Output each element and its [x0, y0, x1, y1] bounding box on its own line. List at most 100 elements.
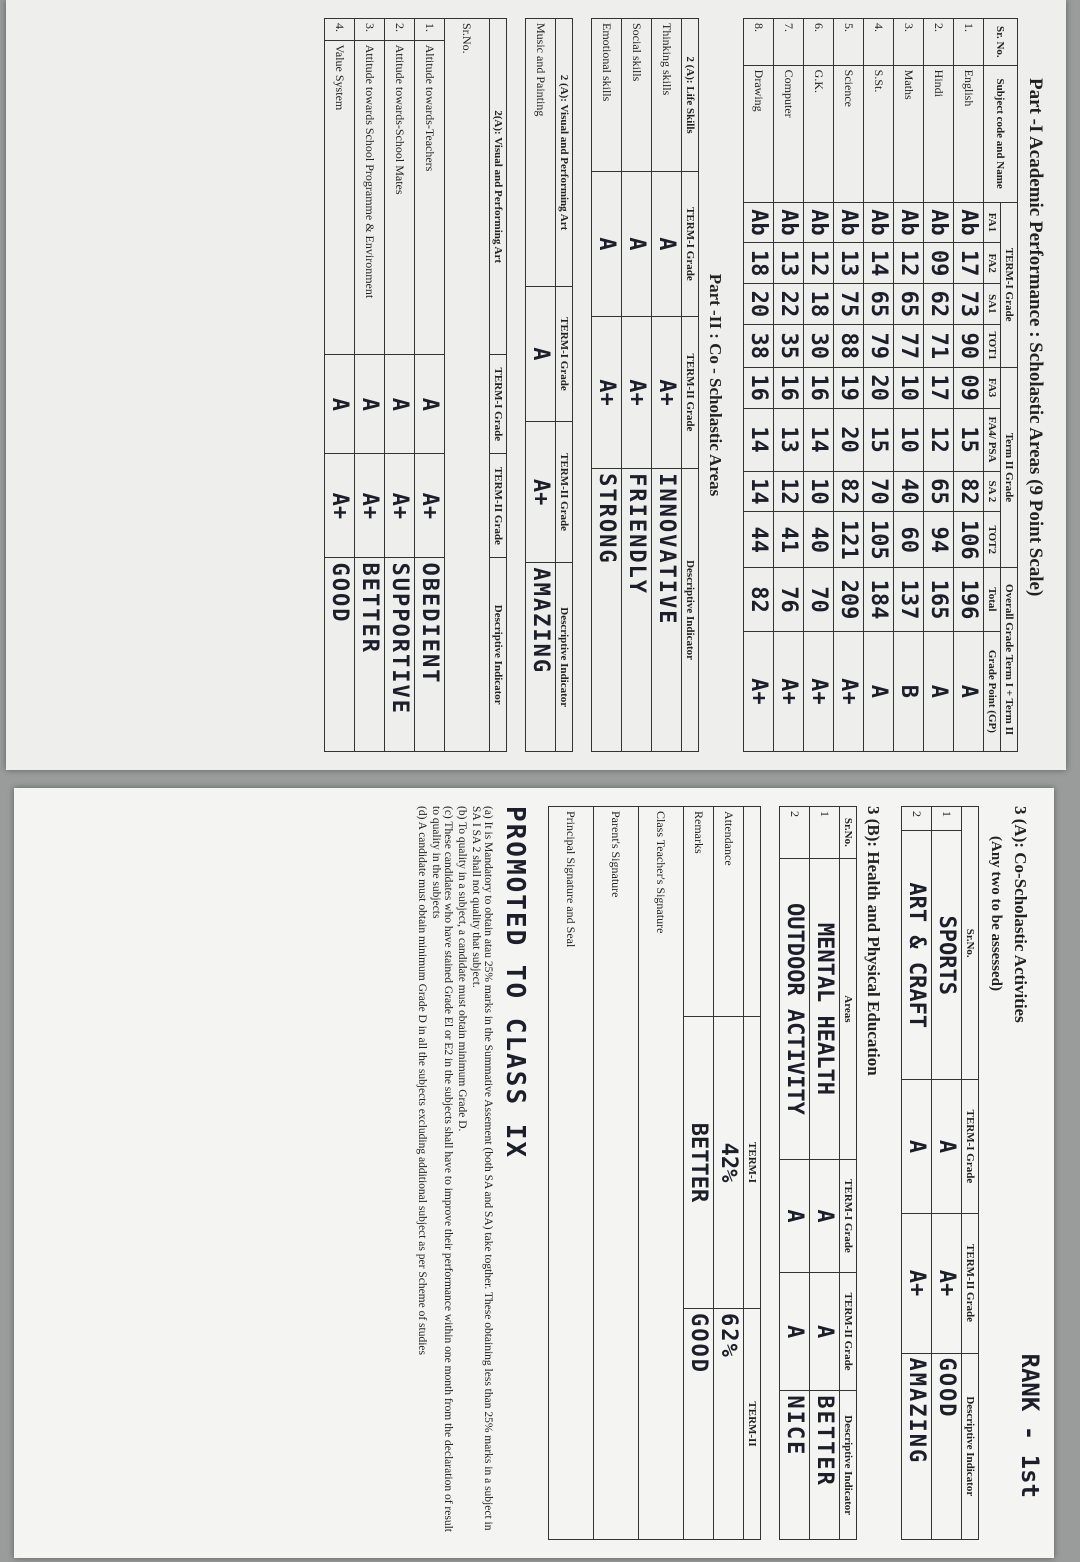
cell: 20	[833, 408, 864, 472]
row: 2 ART & CRAFT A A+ AMAZING	[901, 806, 932, 1540]
row: 1. English Ab 17 73 90 09 15 82 106 196 A	[953, 18, 984, 752]
cell: A	[901, 1079, 932, 1213]
header-cell: TERM-I	[743, 1016, 761, 1309]
cell: Thinking skills	[651, 18, 682, 172]
header-cell: 2(A): Visual and Performing Art	[489, 18, 507, 355]
header-cell: TERM-II Grade	[961, 1213, 979, 1354]
activities-wrap: Sr.No. TERM-I Grade TERM-II Grade Descripti…	[901, 806, 979, 1540]
row: Attendance 42% 62%	[713, 806, 744, 1540]
cell: 1.	[953, 18, 984, 66]
header-cell: Descriptive Indicator	[681, 468, 699, 752]
cell: 4.	[863, 18, 894, 66]
cell: 14	[743, 408, 774, 472]
cell: 196	[953, 567, 984, 632]
cell: 77	[893, 324, 924, 368]
cell: 209	[833, 567, 864, 632]
cell: 13	[833, 242, 864, 284]
cell: A+	[833, 631, 864, 752]
cell: 65	[923, 471, 954, 512]
note: (d) A candidate must obtain minimum Grad…	[416, 806, 428, 1356]
cell: A	[931, 1079, 962, 1213]
cell: 42%	[713, 1016, 744, 1309]
cell: Science	[833, 65, 864, 203]
header-row: TERM-I TERM-II	[743, 806, 761, 1540]
cell: A	[953, 631, 984, 752]
cell: A	[779, 1159, 810, 1273]
header-cell: TERM-II Grade	[555, 421, 573, 563]
cell: Computer	[773, 65, 804, 203]
cell: Maths	[893, 65, 924, 203]
cell: 105	[863, 511, 894, 568]
rank: RANK - 1st	[1016, 1353, 1044, 1499]
row: 8. Drawing Ab 18 20 38 16 14 14 44 82 A+	[743, 18, 774, 752]
cell: 2.	[384, 18, 415, 41]
cell: 22	[773, 283, 804, 325]
cell: STRONG	[591, 468, 622, 752]
cell: SPORTS	[931, 830, 962, 1080]
row: Parent's Signature	[593, 806, 639, 1540]
row: Social skills A A+ FRIENDLY	[621, 18, 652, 752]
cell: Ab	[743, 202, 774, 243]
header-cell: TOT2	[983, 511, 1001, 568]
cell: 8.	[743, 18, 774, 66]
cell: 106	[953, 511, 984, 568]
header-cell: TERM-II Grade	[489, 453, 507, 558]
cell: 137	[893, 567, 924, 632]
cell: 44	[743, 511, 774, 568]
row: Principal Signature and Seal	[548, 806, 594, 1540]
header-row: Sr.No. TERM-I Grade TERM-II Grade Descripti…	[961, 806, 979, 1540]
header-cell: FA3	[983, 367, 1001, 408]
header-cell: Total	[983, 567, 1001, 632]
header-cell: Subject code and Name	[983, 65, 1018, 203]
cell: 10	[893, 408, 924, 472]
cell: NICE	[779, 1390, 810, 1540]
header-row: 2(A): Visual and Performing Art TERM-I Gr…	[489, 18, 507, 752]
cell: 1	[931, 806, 962, 831]
cell: A+	[384, 453, 415, 558]
header-row: 2 (A): Visual and Performing Art TERM-I G…	[555, 18, 573, 752]
cell: 65	[893, 283, 924, 325]
cell: 09	[953, 367, 984, 408]
cell: Attendance	[713, 806, 744, 1017]
header-cell: Descriptive Indicator	[489, 557, 507, 752]
cell: AMAZING	[901, 1353, 932, 1540]
table: 2 (A): Life Skills TERM-I Grade TERM-II Gr…	[591, 18, 699, 752]
cell: A	[809, 1272, 840, 1391]
cell: OBEDIENT	[414, 557, 445, 752]
cell: A+	[803, 631, 834, 752]
cell: B	[893, 631, 924, 752]
row: Sr.No.	[444, 18, 490, 752]
part2-title: Part -II : Co - Scholastic Areas	[706, 273, 725, 497]
cell: A+	[525, 421, 556, 563]
promoted: PROMOTED TO CLASS IX	[500, 806, 530, 1160]
cell: 1	[809, 806, 840, 859]
cell: GOOD	[683, 1308, 714, 1540]
header-cell: Sr. No.	[983, 18, 1018, 66]
cell: 12	[923, 408, 954, 472]
header-cell: Term II Grade	[1000, 367, 1018, 568]
cell: 90	[953, 324, 984, 368]
row: 1 SPORTS A A+ GOOD	[931, 806, 962, 1540]
cell: 88	[833, 324, 864, 368]
cell: 16	[803, 367, 834, 408]
cell: 15	[863, 408, 894, 472]
row: 2 OUTDOOR ACTIVITY A A NICE	[779, 806, 810, 1540]
cell: 18	[743, 242, 774, 284]
cell: 14	[803, 408, 834, 472]
cell: A	[863, 631, 894, 752]
cell: 70	[863, 471, 894, 512]
cell: 6.	[803, 18, 834, 66]
cell: 20	[863, 367, 894, 408]
header-cell: 2 (A): Visual and Performing Art	[555, 18, 573, 287]
header-cell: TERM-II Grade	[839, 1272, 857, 1391]
header-cell: TERM-II	[743, 1308, 761, 1540]
cell: 82	[833, 471, 864, 512]
cell: GOOD	[324, 557, 355, 752]
cell: 17	[953, 242, 984, 284]
cell: A	[923, 631, 954, 752]
cell: 13	[773, 408, 804, 472]
header-cell: FA1	[983, 202, 1001, 243]
cell: 18	[803, 283, 834, 325]
cell: Ab	[953, 202, 984, 243]
